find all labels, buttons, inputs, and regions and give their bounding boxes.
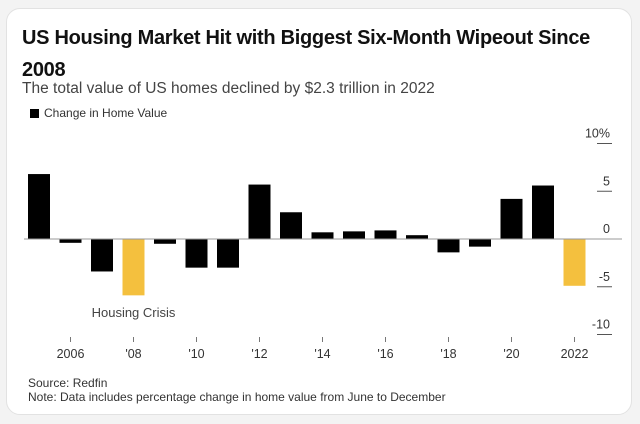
bar-2015 <box>343 231 365 239</box>
x-tick-label: '14 <box>314 347 330 361</box>
chart-subtitle: The total value of US homes declined by … <box>22 80 435 97</box>
bar-2011 <box>217 239 239 268</box>
bar-2014 <box>311 232 334 239</box>
chart-card <box>6 8 632 415</box>
bar-2021 <box>532 185 554 239</box>
bar-2020 <box>500 198 523 239</box>
bar-2010 <box>185 239 208 268</box>
x-tick-label: 2022 <box>561 347 589 361</box>
x-tick-label: '10 <box>188 347 204 361</box>
bar-2005 <box>28 174 50 239</box>
y-tick-label: 10% <box>585 127 610 141</box>
bar-2018 <box>437 239 460 253</box>
bar-2007 <box>91 239 113 272</box>
chart-title: US Housing Market Hit with Biggest Six-M… <box>22 27 590 81</box>
legend-swatch-icon <box>30 108 39 118</box>
source-text: Source: Redfin <box>28 376 108 390</box>
x-tick-label: '16 <box>377 347 393 361</box>
y-tick-label: 0 <box>603 222 610 236</box>
x-tick-label: '18 <box>440 347 456 361</box>
x-tick-label: 2006 <box>57 347 85 361</box>
bar-2012 <box>248 184 271 239</box>
y-tick-label: 5 <box>603 174 610 188</box>
bar-2017 <box>406 235 428 239</box>
bar-2013 <box>280 212 302 239</box>
x-tick-label: '20 <box>503 347 519 361</box>
bar-2008 <box>122 239 145 296</box>
footer: Source: Redfin Note: Data includes perce… <box>28 376 446 404</box>
x-tick-label: '12 <box>251 347 267 361</box>
bar-2009 <box>154 239 176 244</box>
bar-2016 <box>374 230 397 239</box>
x-tick-label: '08 <box>125 347 141 361</box>
annotation-housing-crisis: Housing Crisis <box>92 305 176 320</box>
bar-2019 <box>469 239 491 247</box>
note-text: Note: Data includes percentage change in… <box>28 390 446 404</box>
legend: Change in Home Value <box>30 106 167 120</box>
y-tick-label: -10 <box>592 318 610 332</box>
bar-2006 <box>59 239 82 243</box>
legend-label: Change in Home Value <box>44 106 168 120</box>
bar-2022 <box>563 239 586 286</box>
y-tick-label: -5 <box>599 270 610 284</box>
